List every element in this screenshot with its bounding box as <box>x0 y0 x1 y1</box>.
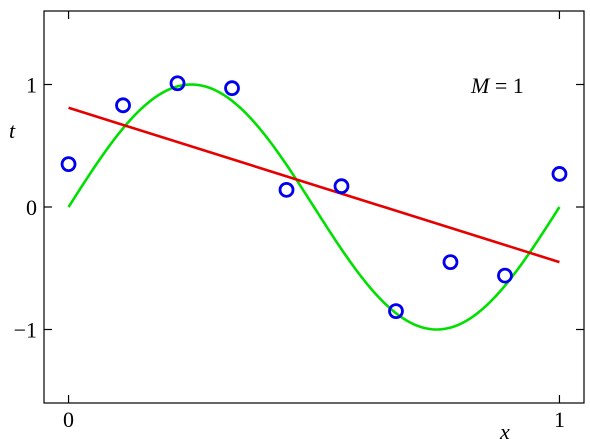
annotation-eq: = 1 <box>489 73 523 98</box>
data-point <box>169 75 186 92</box>
y-tick-label: −1 <box>14 318 37 343</box>
y-tick-label: 1 <box>26 73 37 98</box>
x-tick-label: 0 <box>63 407 74 432</box>
data-point <box>333 178 350 195</box>
data-point <box>60 156 77 173</box>
y-axis-label: t <box>9 118 16 143</box>
data-point <box>388 303 404 320</box>
data-point <box>497 267 513 284</box>
annotation-var: M <box>470 73 491 98</box>
fitted-line <box>68 106 560 264</box>
ticks: 1 0 −1 0 1 <box>14 11 584 432</box>
data-point <box>278 181 295 198</box>
data-point <box>442 254 459 271</box>
true-function-curve <box>67 83 561 331</box>
data-point <box>224 80 240 97</box>
annotation-m-label: M = 1 <box>470 73 524 98</box>
y-tick-label: 0 <box>26 195 37 220</box>
series-layer <box>60 75 568 331</box>
data-point <box>115 97 131 114</box>
x-axis-label: x <box>499 419 510 439</box>
data-point <box>551 166 568 182</box>
x-tick-label: 1 <box>554 407 565 432</box>
